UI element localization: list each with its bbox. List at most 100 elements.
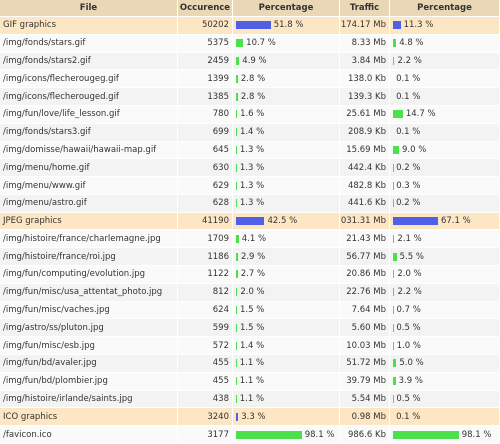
percentage-cell: 2.7 %: [233, 266, 340, 284]
percentage-label: 0.1 %: [396, 91, 421, 102]
percentage-cell: 2.0 %: [233, 283, 340, 302]
occurrence: 2459: [207, 55, 229, 66]
header-label: Percentage: [417, 3, 472, 13]
percentage-cell: 2.8 %: [233, 70, 340, 89]
file-cell: /img/fun/misc/esb.jpg: [0, 337, 178, 356]
percentage-bar: [236, 270, 238, 279]
percentage-bar: [393, 377, 396, 386]
traffic: 8.33 Mb: [351, 38, 386, 49]
occurrence-cell: 628: [178, 194, 233, 213]
percentage-label: 98.1 %: [304, 429, 335, 440]
header-label: Occurence: [179, 3, 231, 13]
header-label: File: [79, 3, 98, 13]
percentage-bar: [393, 234, 395, 243]
file-name: ICO graphics: [3, 411, 58, 422]
file-cell: /img/icons/flecherougeg.gif: [0, 70, 178, 89]
file-cell: /img/fonds/stars3.gif: [0, 123, 178, 142]
percentage-bar: [393, 252, 397, 261]
percentage-label: 4.9 %: [242, 55, 267, 66]
file-name: /img/fun/computing/evolution.jpg: [3, 269, 146, 280]
occurrence: 624: [212, 305, 229, 316]
occurrence-cell: 624: [178, 301, 233, 320]
occurrence: 572: [212, 340, 229, 351]
file-name: /img/menu/home.gif: [3, 162, 90, 173]
percentage-label: 0.2 %: [396, 198, 421, 209]
percentage-cell: 0.3 %: [390, 177, 500, 195]
percentage-cell: 1.5 %: [233, 301, 340, 320]
percentage-bar: [236, 163, 237, 172]
occurrence-cell: 780: [178, 105, 233, 124]
file-name: /img/histoire/france/charlemagne.jpg: [3, 233, 161, 244]
occurrence: 812: [212, 287, 229, 298]
file-cell: JPEG graphics: [0, 212, 178, 231]
percentage-cell: 14.7 %: [390, 105, 500, 124]
percentage-bar: [236, 306, 237, 315]
traffic: 208.9 Kb: [347, 127, 386, 138]
occurrence: 1385: [207, 91, 229, 102]
percentage-cell: 42.5 %: [233, 212, 340, 231]
percentage-label: 2.8 %: [240, 73, 266, 84]
percentage-cell: 1.3 %: [233, 194, 340, 213]
percentage-bar: [393, 56, 395, 65]
traffic: 986.6 Kb: [347, 429, 386, 440]
percentage-cell: 51.8 %: [233, 17, 340, 35]
occurrence-cell: 812: [178, 283, 233, 302]
percentage-cell: 1.1 %: [233, 355, 340, 373]
file-name: /img/menu/www.gif: [3, 180, 86, 191]
file-cell: /img/fun/bd/plombier.jpg: [0, 372, 178, 391]
percentage-cell: 10.7 %: [233, 34, 340, 53]
file-name: /img/icons/flecherougeg.gif: [3, 73, 119, 84]
traffic: 15.69 Mb: [346, 144, 386, 155]
file-cell: /img/domisse/hawaii/hawaii-map.gif: [0, 141, 178, 160]
percentage-bar: [236, 234, 239, 243]
percentage-label: 14.7 %: [405, 109, 436, 120]
percentage-label: 0.5 %: [396, 394, 421, 405]
file-cell: /img/histoire/irlande/saints.jpg: [0, 390, 178, 409]
occurrence-cell: 1186: [178, 248, 233, 267]
occurrence-cell: 455: [178, 355, 233, 373]
traffic: 442.4 Kb: [347, 162, 386, 173]
file-cell: GIF graphics: [0, 17, 178, 35]
percentage-cell: 2.9 %: [233, 248, 340, 267]
file-name: /img/histoire/irlande/saints.jpg: [3, 394, 133, 405]
percentage-label: 1.3 %: [239, 198, 265, 209]
percentage-bar: [236, 359, 237, 368]
occurrence-cell: 630: [178, 159, 233, 178]
percentage-bar: [236, 412, 239, 421]
traffic: 10.03 Mb: [346, 340, 386, 351]
occurrence: 1186: [207, 251, 229, 262]
percentage-cell: 1.6 %: [233, 105, 340, 124]
percentage-cell: 98.1 %: [390, 426, 500, 444]
file-name: /img/fonds/stars3.gif: [3, 127, 91, 138]
traffic-cell: 20.86 Mb: [340, 266, 390, 284]
file-name: /img/fun/misc/usa_attentat_photo.jpg: [3, 287, 163, 298]
percentage-bar: [236, 110, 238, 119]
file-name: /img/fun/misc/esb.jpg: [3, 340, 95, 351]
occurrence-cell: 699: [178, 123, 233, 142]
header-cell: File: [0, 0, 178, 17]
occurrence-cell: 438: [178, 390, 233, 409]
traffic: 482.8 Kb: [347, 180, 386, 191]
percentage-label: 1.3 %: [239, 144, 265, 155]
traffic-cell: 482.8 Kb: [340, 177, 390, 195]
file-cell: /img/fun/misc/vaches.jpg: [0, 301, 178, 320]
percentage-cell: 1.4 %: [233, 123, 340, 142]
traffic-cell: 5.60 Mb: [340, 319, 390, 338]
percentage-label: 4.1 %: [241, 233, 267, 244]
percentage-cell: 0.5 %: [390, 319, 500, 338]
traffic-cell: 139.3 Kb: [340, 88, 390, 106]
percentage-label: 2.2 %: [397, 55, 422, 66]
percentage-label: 0.5 %: [396, 322, 421, 333]
file-name: /img/fun/love/life_lesson.gif: [3, 109, 120, 120]
traffic-cell: 21.43 Mb: [340, 230, 390, 249]
occurrence-cell: 645: [178, 141, 233, 160]
occurrence-cell: 572: [178, 337, 233, 356]
percentage-cell: 4.9 %: [233, 52, 340, 71]
occurrence: 41190: [201, 216, 229, 227]
percentage-label: 5.0 %: [399, 358, 424, 369]
percentage-bar: [236, 92, 238, 101]
file-cell: /img/fun/computing/evolution.jpg: [0, 266, 178, 284]
occurrence: 630: [212, 162, 229, 173]
occurrence: 780: [212, 109, 229, 120]
percentage-cell: 4.8 %: [390, 34, 500, 53]
